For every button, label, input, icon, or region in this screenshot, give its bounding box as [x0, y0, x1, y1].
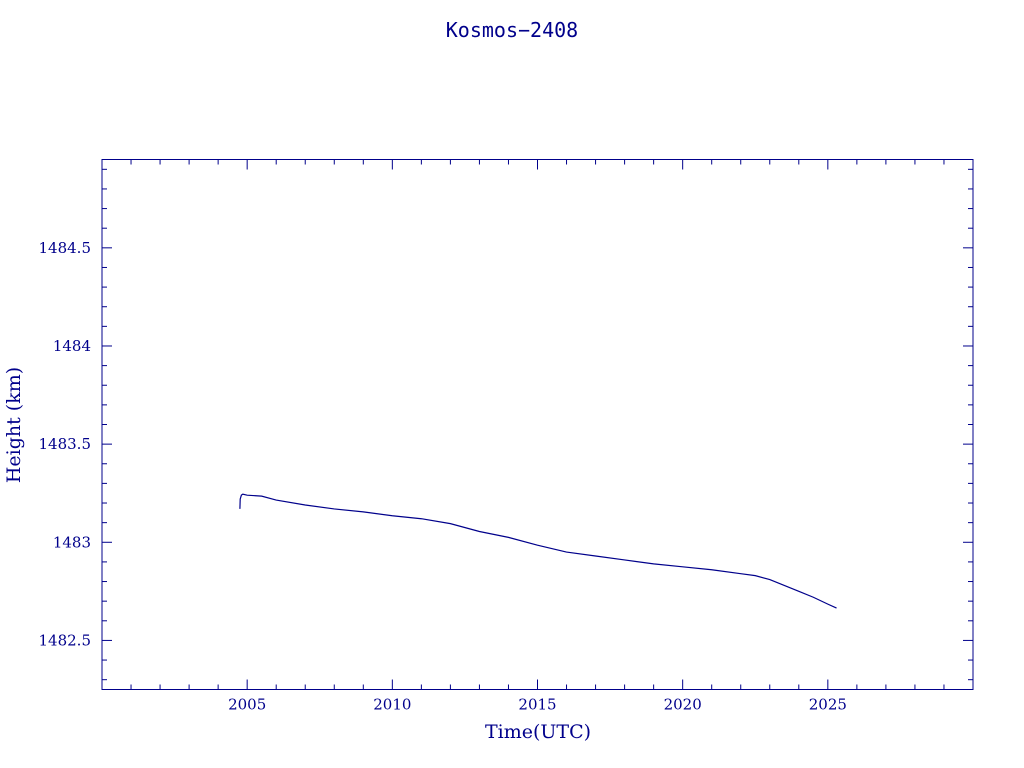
tick-labels: 2005 2010 2015 2020 2025 1482.5 1483 1483.5 1484…	[39, 239, 847, 714]
y-axis-title: Height (km)	[3, 367, 25, 483]
y-tick-label: 1484.5	[39, 239, 92, 257]
plot-frame	[101, 159, 974, 690]
y-tick-label: 1483.5	[39, 435, 92, 453]
height-series-line	[239, 493, 837, 609]
axis-ticks	[101, 159, 974, 690]
x-axis-title: Time(UTC)	[485, 721, 591, 743]
x-tick-label: 2015	[518, 696, 556, 714]
chart-title: Kosmos−2408	[446, 18, 578, 42]
y-tick-label: 1484	[53, 337, 91, 355]
y-tick-label: 1483	[53, 533, 91, 551]
x-tick-label: 2010	[373, 696, 411, 714]
y-tick-label: 1482.5	[39, 631, 92, 649]
x-tick-label: 2005	[228, 696, 266, 714]
x-tick-label: 2020	[664, 696, 702, 714]
x-tick-label: 2025	[809, 696, 847, 714]
